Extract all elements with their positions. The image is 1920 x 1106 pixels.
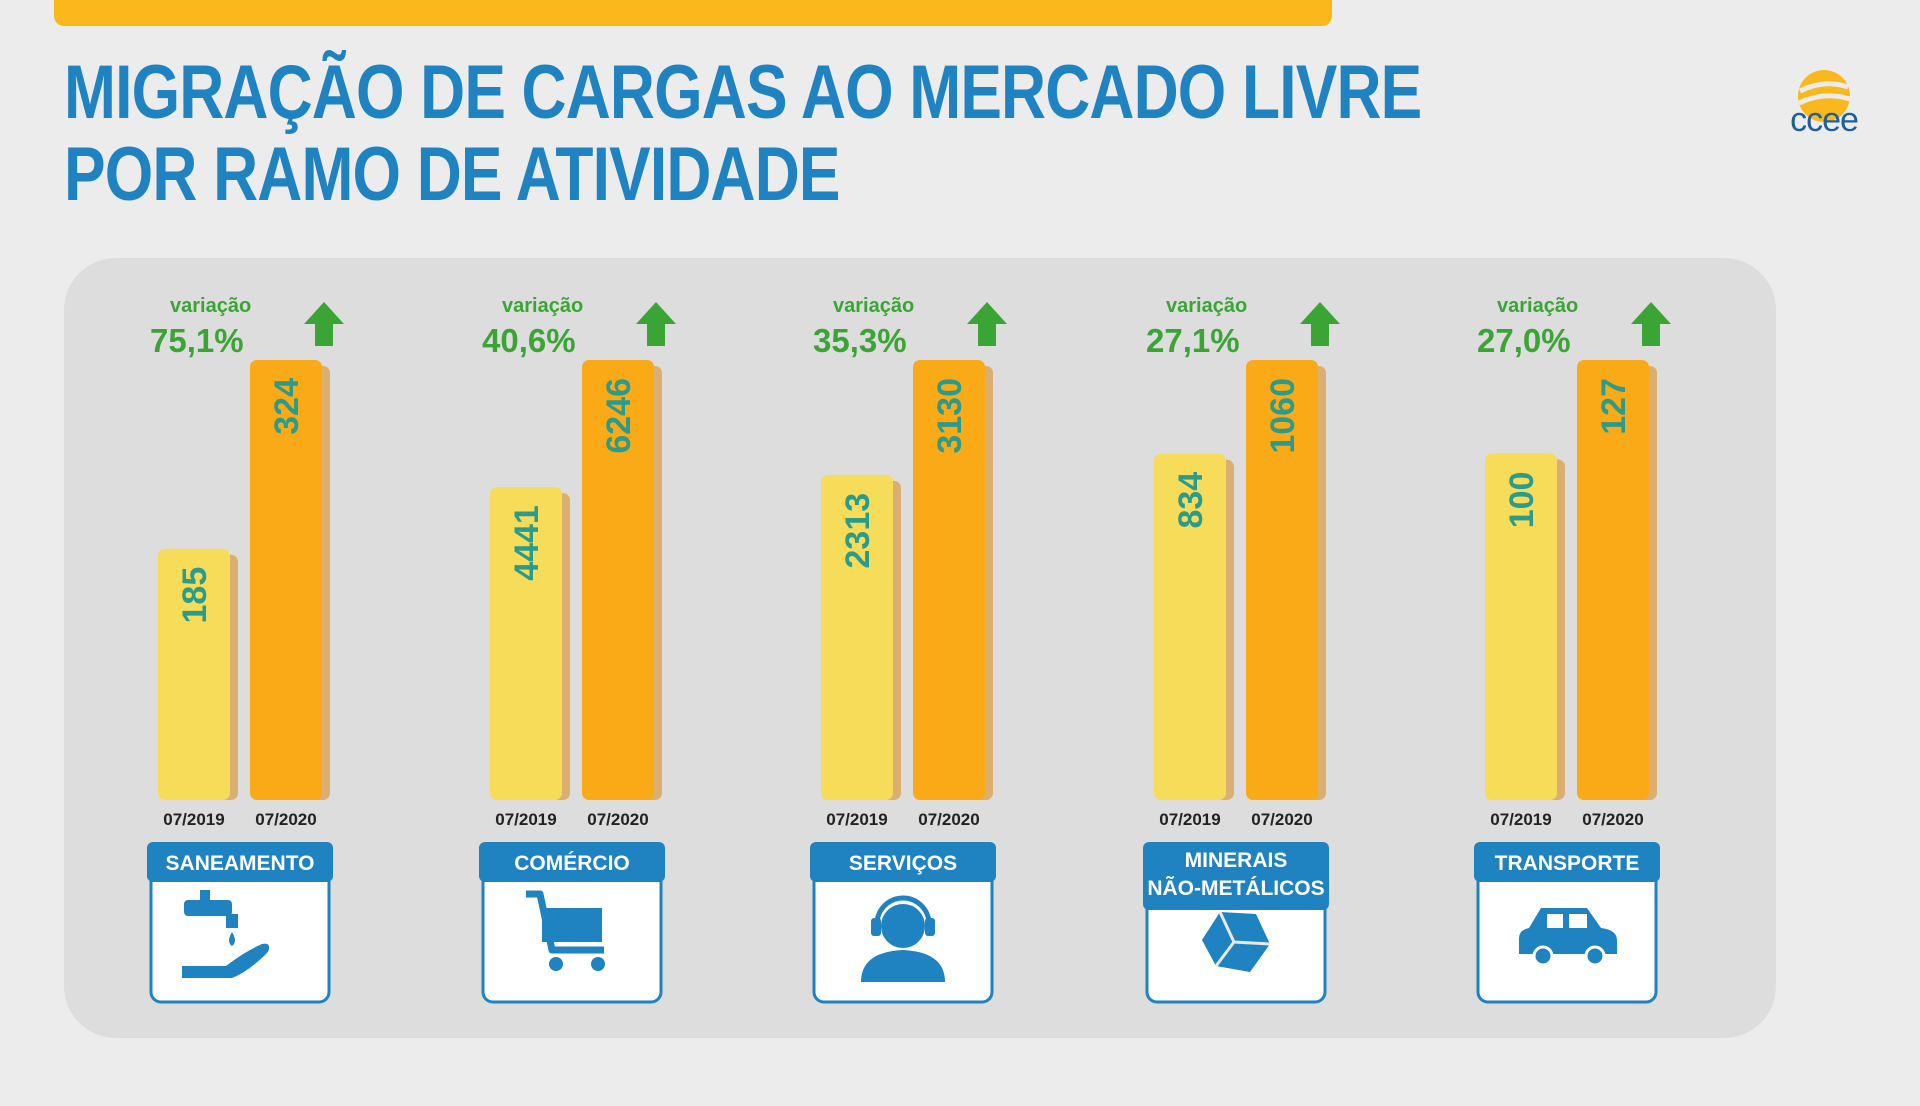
category-label: COMÉRCIO [514,852,630,875]
page-title: MIGRAÇÃO DE CARGAS AO MERCADO LIVRE POR … [64,50,1422,217]
headset-ear-left [871,918,881,936]
faucet-hand-icon [182,890,270,978]
category-label-tab [810,842,996,882]
icon-box [149,860,331,1004]
category-label-line-1: MINERAIS [1185,849,1288,872]
car-body [1519,908,1617,954]
bar-2019-value-label: 2313 [839,493,877,569]
variation-value: 35,3% [813,322,907,359]
faucet-spout [226,914,238,928]
bar-2019-value-label: 4441 [508,505,546,581]
up-arrow-icon [1631,302,1671,346]
bar-2019-value-label: 834 [1172,472,1210,529]
logo-text: ccee [1790,101,1859,139]
faucet-handle [200,890,210,902]
bar-2019-value-label: 100 [1503,472,1541,529]
bar-2020-value-label: 1060 [1264,378,1302,454]
bar-2019 [158,548,230,800]
title-line-2: POR RAMO DE ATIVIDADE [64,132,840,217]
bar-2020 [1246,360,1318,800]
faucet-body [184,900,232,916]
bar-2020 [250,360,322,800]
shopping-cart-icon [526,890,605,971]
car-wheel-right [1584,945,1606,967]
water-drop [229,932,235,946]
category-label-tab [1143,842,1329,910]
date-label-2019: 07/2019 [1490,810,1551,829]
bar-2020-value-label: 127 [1595,378,1633,435]
variation-label: variação [170,295,251,317]
bar-2020-value-label: 324 [268,378,306,435]
variation-label: variação [502,295,583,317]
bar-2020 [582,360,654,800]
stone-facets [1214,911,1271,967]
category-group: 834 1060 07/2019 07/2020 variação 27,1% MINERA… [1143,295,1340,1004]
up-arrow-icon [636,302,676,346]
category-group: 4441 6246 07/2019 07/2020 variação 40,6% COMÉR… [479,295,676,1004]
up-arrow-icon [1300,302,1340,346]
car-window-right [1569,914,1587,928]
date-label-2019: 07/2019 [826,810,887,829]
variation-label: variação [1497,295,1578,317]
car-wheel-left [1532,945,1554,967]
variation-label: variação [1166,295,1247,317]
top-accent-strip [54,0,1332,26]
category-label-line-2: NÃO-METÁLICOS [1147,877,1324,900]
bar-2020-value-label: 3130 [931,378,969,454]
bar-2020 [913,360,985,800]
headset-band [874,895,932,925]
category-label: TRANSPORTE [1495,852,1640,875]
category-group: 100 127 07/2019 07/2020 variação 27,0% TRANSPO… [1474,295,1671,1004]
person-body [861,950,945,982]
bar-2020-value-label: 6246 [600,378,638,454]
date-label-2020: 07/2020 [1251,810,1312,829]
date-label-2020: 07/2020 [1582,810,1643,829]
bar-2019-value-label: 185 [176,567,214,624]
date-label-2019: 07/2019 [163,810,224,829]
hand-shape [182,943,270,978]
variation-label: variação [833,295,914,317]
bar-2019 [490,487,562,800]
variation-value: 75,1% [150,322,244,359]
bar-2019 [1485,453,1557,800]
title-line-1: MIGRAÇÃO DE CARGAS AO MERCADO LIVRE [64,50,1422,135]
cart-wheel-right [591,957,605,971]
category-label-tab [147,842,333,882]
date-label-2020: 07/2020 [587,810,648,829]
ccee-sun-logo-icon [1797,70,1851,122]
stone-icon [1202,911,1271,972]
category-label: SERVIÇOS [849,852,957,875]
date-label-2020: 07/2020 [255,810,316,829]
car-window-left [1547,914,1563,928]
headset-person-icon [861,895,945,982]
variation-value: 27,1% [1146,322,1240,359]
car-icon [1519,908,1617,967]
variation-value: 40,6% [482,322,576,359]
category-group: 185 324 07/2019 07/2020 variação 75,1% SANEAME… [147,295,344,1004]
bar-2020 [1577,360,1649,800]
date-label-2019: 07/2019 [495,810,556,829]
headset-ear-right [925,918,935,936]
bar-2019 [1154,453,1226,800]
up-arrow-icon [967,302,1007,346]
category-label: SANEAMENTO [166,852,315,875]
category-group: 2313 3130 07/2019 07/2020 variação 35,3% SERVI… [810,295,1007,1004]
variation-value: 27,0% [1477,322,1571,359]
person-head [881,904,925,948]
cart-basket [542,908,602,942]
up-arrow-icon [304,302,344,346]
cart-wheel-left [549,957,563,971]
bar-2019 [821,474,893,800]
date-label-2020: 07/2020 [918,810,979,829]
date-label-2019: 07/2019 [1159,810,1220,829]
category-label-tab [479,842,665,882]
category-label-tab [1474,842,1660,882]
